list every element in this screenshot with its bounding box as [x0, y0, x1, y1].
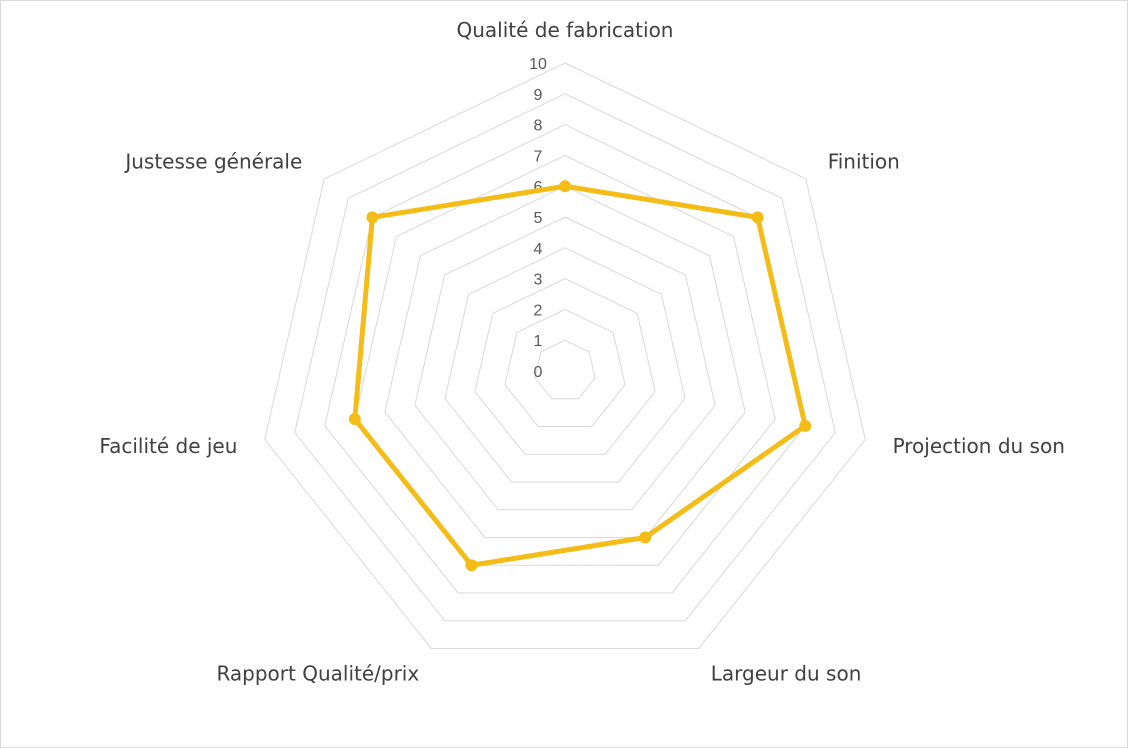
- category-label: Finition: [828, 150, 900, 174]
- data-point: [559, 180, 571, 193]
- tick-label-1: 1: [534, 333, 543, 350]
- tick-label-0: 0: [534, 364, 543, 381]
- grid-ring-3: [474, 278, 656, 455]
- category-label: Justesse générale: [123, 150, 302, 174]
- radial-axis-ticks: 0 1 2 3 4 5 6 7 8 9 10: [529, 56, 547, 381]
- category-label: Rapport Qualité/prix: [216, 662, 419, 686]
- tick-label-6: 6: [534, 179, 543, 196]
- grid-ring-2: [504, 308, 626, 427]
- tick-label-5: 5: [534, 210, 543, 227]
- series-line: [352, 183, 808, 568]
- category-label: Qualité de fabrication: [457, 18, 674, 42]
- data-point: [366, 211, 379, 224]
- tick-label-9: 9: [534, 87, 543, 104]
- radar-grid: [264, 62, 866, 649]
- grid-ring-4: [444, 247, 686, 483]
- tick-label-3: 3: [534, 272, 543, 289]
- tick-label-2: 2: [534, 302, 543, 319]
- grid-ring-7: [354, 154, 776, 566]
- category-label: Facilité de jeu: [99, 434, 237, 458]
- category-label: Largeur du son: [711, 662, 862, 686]
- grid-ring-10: [264, 62, 866, 649]
- category-labels: Qualité de fabrication Finition Projection…: [99, 18, 1064, 686]
- grid-ring-1: [534, 339, 596, 400]
- grid-ring-6: [384, 185, 746, 538]
- data-point: [799, 419, 812, 432]
- data-point: [348, 412, 361, 425]
- data-series: [348, 180, 812, 572]
- data-point: [639, 531, 652, 544]
- data-point: [751, 211, 764, 224]
- tick-label-8: 8: [534, 118, 543, 135]
- data-point: [465, 559, 478, 572]
- tick-label-10: 10: [529, 56, 547, 73]
- grid-ring-5: [414, 216, 716, 511]
- category-label: Projection du son: [893, 434, 1065, 458]
- grid-ring-9: [294, 93, 836, 622]
- tick-label-4: 4: [534, 241, 543, 258]
- tick-label-7: 7: [534, 148, 543, 165]
